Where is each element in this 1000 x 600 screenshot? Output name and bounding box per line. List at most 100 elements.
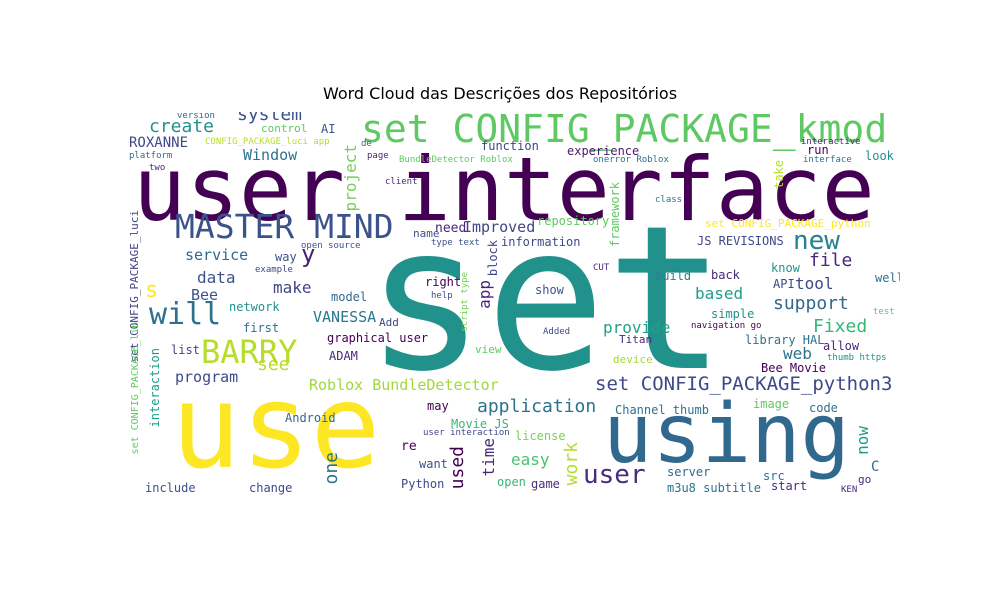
- word-tool: tool: [795, 274, 834, 293]
- word-user-interface: user interface: [133, 138, 875, 241]
- word-y: y: [301, 240, 316, 268]
- word-program: program: [175, 368, 239, 386]
- word-test: test: [873, 307, 895, 317]
- word-onerror-roblox: onerror Roblox: [593, 155, 669, 165]
- word-use: use: [171, 360, 381, 495]
- word-android: Android: [285, 411, 336, 425]
- word-set-config-package-python3: set CONFIG_PACKAGE_python3: [595, 373, 893, 395]
- word-create: create: [149, 116, 215, 137]
- word-work: work: [561, 442, 582, 486]
- word-add: Add: [379, 316, 399, 329]
- word-used: used: [447, 446, 468, 490]
- word-want: want: [419, 457, 448, 471]
- word-repository: repository: [537, 214, 610, 228]
- word-now: now: [853, 426, 872, 455]
- word-include: include: [145, 481, 196, 495]
- word-bundledetector-roblox: BundleDetector Roblox: [399, 155, 513, 165]
- word-open: open: [497, 475, 526, 489]
- word-way: way: [275, 250, 297, 264]
- word-type-text: type text: [431, 238, 480, 248]
- word-titan: Titan: [619, 333, 653, 346]
- word-license: license: [515, 429, 566, 443]
- word-interaction: interaction: [148, 348, 162, 428]
- word-adam: ADAM: [329, 349, 358, 363]
- word-block: block: [486, 240, 500, 277]
- word-user: user: [583, 460, 646, 490]
- word-re: re: [401, 439, 417, 454]
- word-back: back: [711, 268, 740, 282]
- word-using: using: [603, 387, 850, 482]
- word-network: network: [229, 300, 280, 314]
- word-run: run: [807, 143, 829, 157]
- word-user-interaction: user interaction: [423, 428, 510, 438]
- word-take: take: [772, 160, 786, 189]
- word-set-config-package-python: set CONFIG_PACKAGE_python: [705, 217, 871, 230]
- word-version: version: [177, 112, 215, 121]
- word-experience: experience: [567, 144, 640, 158]
- word-go: go: [858, 473, 872, 486]
- word-control: control: [261, 122, 308, 135]
- word-bee-movie: Bee Movie: [761, 361, 827, 375]
- word-system: system: [237, 112, 303, 125]
- word-right: right: [425, 275, 462, 289]
- word-device: device: [613, 353, 653, 366]
- word-client: client: [385, 177, 418, 187]
- word-one: one: [321, 452, 342, 485]
- word-view: view: [475, 343, 502, 356]
- word-ken: KEN: [841, 485, 858, 495]
- word-cut: CUT: [593, 263, 610, 273]
- word-movie-js: Movie JS: [451, 417, 509, 431]
- word-master-mind: MASTER MIND: [175, 207, 394, 246]
- word-channel-thumb: Channel thumb: [615, 403, 709, 417]
- word-simple: simple: [711, 307, 755, 321]
- chart-title: Word Cloud das Descrições dos Repositóri…: [322, 84, 678, 103]
- word-framework: framework: [608, 182, 622, 248]
- word-vanessa: VANESSA: [313, 308, 377, 326]
- word-list: list: [171, 343, 200, 357]
- word-open-source: open source: [301, 241, 361, 251]
- word-game: game: [531, 477, 560, 491]
- word-m3u8-subtitle: m3u8 subtitle: [667, 481, 761, 495]
- word-ai: AI: [321, 122, 336, 136]
- word-allow: allow: [823, 339, 860, 353]
- word-interactive: interactive: [801, 137, 861, 147]
- word-bee: Bee: [191, 286, 219, 304]
- word-support: support: [773, 293, 849, 314]
- word-provide: provide: [603, 318, 671, 337]
- word-function: function: [481, 139, 539, 153]
- word-see: see: [257, 354, 290, 375]
- word-will: will: [149, 297, 222, 332]
- word-roxanne: ROXANNE: [129, 135, 189, 151]
- word-set-config-package-kmod: set CONFIG_PACKAGE_kmod: [361, 112, 888, 151]
- word-make: make: [273, 278, 312, 297]
- word-s: s: [145, 278, 159, 303]
- word-model: model: [331, 290, 368, 304]
- word-set: set: [365, 183, 727, 416]
- word-server: server: [667, 465, 711, 479]
- word-platform: platform: [129, 151, 173, 161]
- word-config-package-luci-app: CONFIG_PACKAGE_luci app: [205, 137, 330, 147]
- word-cloud: set user interface use using set CONFIG_…: [125, 112, 900, 498]
- word-name: name: [413, 227, 440, 240]
- word-navigation-go: navigation go: [691, 321, 762, 331]
- word-project: project: [341, 144, 360, 212]
- word-easy: easy: [511, 450, 550, 469]
- word-service: service: [185, 246, 249, 264]
- word-improved: Improved: [463, 218, 536, 236]
- word-based: based: [695, 284, 744, 303]
- word-build: build: [655, 269, 692, 283]
- word-time: time: [479, 438, 498, 477]
- word-library-hal: library HAL: [745, 333, 825, 347]
- word-may: may: [427, 399, 449, 413]
- word-start: start: [771, 479, 808, 493]
- word-src: src: [763, 469, 785, 483]
- word-app: app: [475, 280, 494, 309]
- word-script-type: script type: [460, 272, 470, 332]
- word-web: web: [783, 344, 812, 363]
- word-data: data: [197, 268, 236, 287]
- word-example: example: [255, 265, 293, 275]
- word-know: know: [771, 261, 800, 275]
- word-code: code: [809, 401, 838, 415]
- word-look: look: [865, 149, 894, 163]
